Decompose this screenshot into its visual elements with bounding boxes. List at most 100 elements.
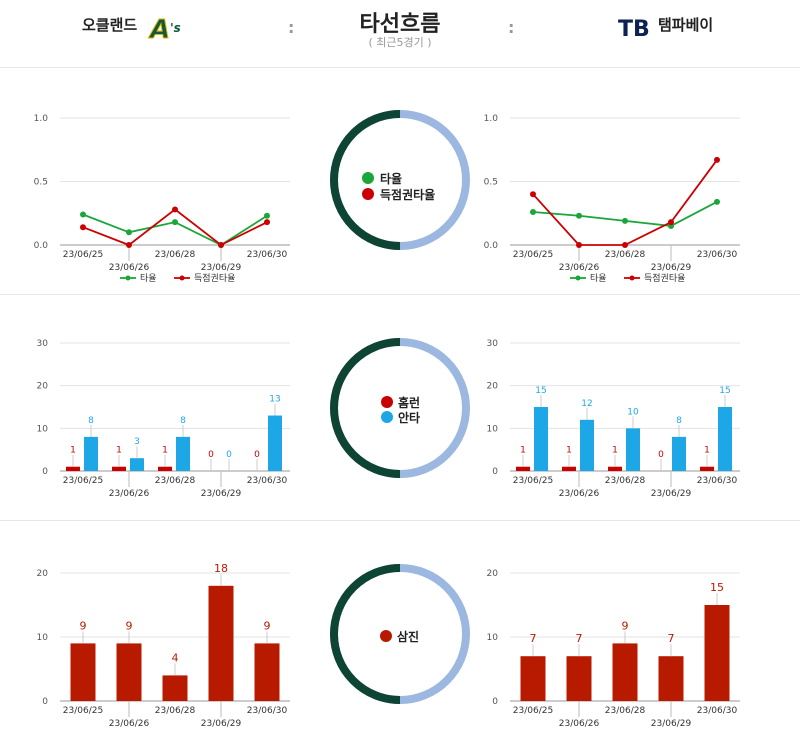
data-point [264, 212, 270, 219]
y-tick-label: 30 [37, 339, 49, 349]
x-tick-label: 23/06/30 [247, 476, 288, 486]
x-tick-label: 23/06/26 [559, 719, 600, 729]
x-tick-label: 23/06/29 [201, 263, 242, 273]
legend-label-so: 삼진 [397, 629, 419, 644]
data-label: 15 [710, 581, 724, 594]
bar [520, 656, 546, 701]
x-tick-label: 23/06/30 [247, 250, 288, 260]
x-tick-label: 23/06/26 [109, 263, 150, 273]
legend-dot-so [380, 630, 392, 642]
y-tick-label: 0.5 [484, 178, 498, 188]
avg-legend-donut: 타율 득점권타율 [330, 110, 470, 250]
x-tick-label: 23/06/25 [513, 250, 553, 260]
legend-text-risp: 득점권타율 [644, 272, 685, 284]
data-label: 1 [162, 446, 168, 456]
data-point [576, 212, 582, 219]
data-point [126, 229, 132, 236]
data-point [126, 242, 132, 248]
x-tick-label: 23/06/26 [109, 489, 150, 499]
x-tick-label: 23/06/26 [559, 263, 600, 273]
legend-text-risp: 득점권타율 [194, 272, 235, 284]
y-tick-label: 10 [487, 424, 499, 434]
data-label: 7 [530, 632, 537, 645]
x-tick-label: 23/06/26 [109, 719, 150, 729]
x-tick-label: 23/06/29 [651, 719, 692, 729]
data-point [264, 219, 270, 226]
bar [534, 407, 548, 471]
x-tick-label: 23/06/28 [605, 476, 646, 486]
bar [704, 605, 730, 701]
y-tick-label: 10 [37, 424, 49, 434]
x-tick-label: 23/06/29 [651, 489, 692, 499]
data-label: 8 [180, 416, 186, 426]
legend-label-hr: 홈런 [398, 395, 420, 410]
data-point [80, 224, 86, 231]
data-label: 1 [520, 446, 526, 456]
data-label: 9 [264, 619, 271, 632]
bar [66, 466, 80, 471]
x-tick-label: 23/06/25 [513, 706, 553, 716]
data-label: 0 [254, 450, 260, 460]
x-tick-label: 23/06/30 [697, 250, 738, 260]
y-tick-label: 1.0 [34, 114, 49, 124]
y-tick-label: 20 [487, 569, 499, 579]
x-tick-label: 23/06/30 [247, 706, 288, 716]
bar [516, 466, 530, 471]
oakland-hr-hits-bar-chart: 010203023/06/2523/06/2623/06/2823/06/292… [37, 339, 290, 499]
legend-dot-avg [362, 172, 374, 184]
x-tick-label: 23/06/30 [697, 476, 738, 486]
data-label: 1 [612, 446, 618, 456]
x-tick-label: 23/06/28 [155, 250, 196, 260]
y-tick-label: 0.0 [34, 241, 49, 251]
series-line [82, 208, 268, 247]
data-label: 7 [668, 632, 675, 645]
data-label: 0 [658, 450, 664, 460]
legend-label-hits: 안타 [398, 410, 420, 425]
bar [608, 466, 622, 471]
x-tick-label: 23/06/28 [155, 706, 196, 716]
bar [562, 466, 576, 471]
data-point [172, 206, 178, 213]
athletics-logo: A 's [148, 15, 181, 46]
bar [626, 428, 640, 471]
data-point [530, 208, 536, 215]
data-label: 9 [80, 619, 87, 632]
so-legend-donut: 삼진 [330, 564, 470, 704]
x-tick-label: 23/06/26 [559, 489, 600, 499]
data-point [530, 191, 536, 198]
y-tick-label: 30 [487, 339, 499, 349]
data-label: 12 [581, 399, 592, 409]
data-point [714, 198, 720, 205]
x-tick-label: 23/06/25 [63, 706, 103, 716]
legend-marker-risp [179, 275, 185, 281]
bar [580, 419, 594, 471]
tampa-avg-line-chart: 0.0 0.5 1.0 23/06/25 23/06/26 23/06/28 23/06/2… [484, 114, 740, 284]
right-team-name[interactable]: 탬파베이 [658, 16, 714, 34]
data-label: 0 [226, 450, 232, 460]
y-tick-label: 10 [487, 633, 499, 643]
left-team-name[interactable]: 오클랜드 [82, 16, 138, 34]
bar [116, 643, 142, 701]
x-tick-label: 23/06/25 [513, 476, 553, 486]
bar [268, 415, 282, 471]
bar [700, 466, 714, 471]
data-point [622, 217, 628, 224]
y-tick-label: 20 [37, 382, 49, 392]
legend-marker-risp [629, 275, 635, 281]
bar [612, 643, 638, 701]
legend-dot-hits [381, 411, 393, 423]
colon-right: : [508, 18, 515, 37]
bar [158, 466, 172, 471]
y-tick-label: 0 [492, 467, 498, 477]
legend-dot-risp [362, 188, 374, 200]
data-point [714, 156, 720, 163]
svg-text:TB: TB [618, 17, 650, 42]
colon-left: : [288, 18, 295, 37]
oakland-strikeout-bar-chart: 0 10 20 23/06/25 23/06/26 23/06/28 23/06/29 23/… [37, 562, 290, 729]
y-tick-label: 20 [487, 382, 499, 392]
x-tick-label: 23/06/28 [155, 476, 196, 486]
bar [566, 656, 592, 701]
bar [718, 407, 732, 471]
data-label: 13 [269, 395, 280, 405]
x-tick-label: 23/06/29 [651, 263, 692, 273]
